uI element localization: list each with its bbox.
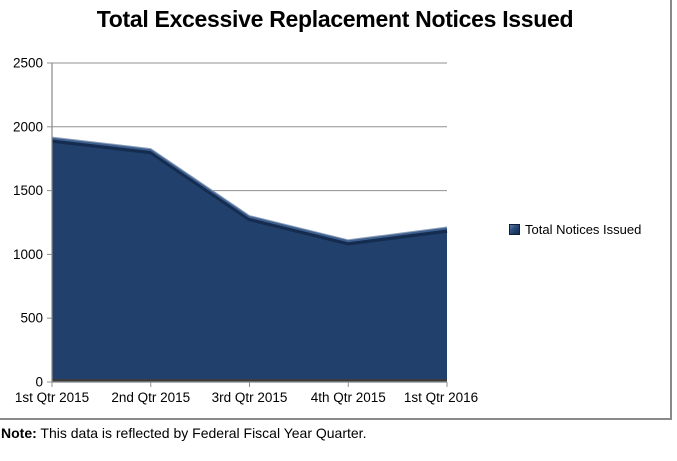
y-tick-label: 500 — [20, 311, 43, 326]
y-tick-label: 2500 — [13, 56, 43, 71]
x-tick-label: 1st Qtr 2015 — [15, 390, 89, 405]
y-tick-label: 1000 — [13, 247, 43, 262]
chart-legend: Total Notices Issued — [509, 222, 641, 237]
legend-label: Total Notices Issued — [525, 222, 642, 237]
footnote-label: Note: — [1, 425, 37, 441]
footnote: Note: This data is reflected by Federal … — [1, 425, 366, 441]
area-edge-glint — [51, 136, 448, 241]
area-chart: 0 500 1000 1500 2000 2500 1st Qtr 2015 2nd Qtr … — [13, 56, 478, 406]
footnote-text: This data is reflected by Federal Fiscal… — [36, 425, 367, 441]
area-series — [52, 138, 447, 382]
y-tick-label: 1500 — [13, 183, 43, 198]
chart-frame: Total Excessive Replacement Notices Issu… — [0, 0, 672, 420]
area-edge-ridge — [51, 137, 448, 243]
y-tick-label: 0 — [35, 375, 43, 390]
x-tick-label: 1st Qtr 2016 — [404, 390, 478, 405]
x-tick-label: 2nd Qtr 2015 — [111, 390, 190, 405]
y-tick-label: 2000 — [13, 119, 43, 134]
area-edge-shadow — [51, 138, 448, 246]
x-tick-label: 3rd Qtr 2015 — [212, 390, 288, 405]
legend-swatch-icon — [509, 224, 520, 235]
x-tick-label: 4th Qtr 2015 — [311, 390, 386, 405]
chart-title: Total Excessive Replacement Notices Issu… — [96, 6, 574, 32]
